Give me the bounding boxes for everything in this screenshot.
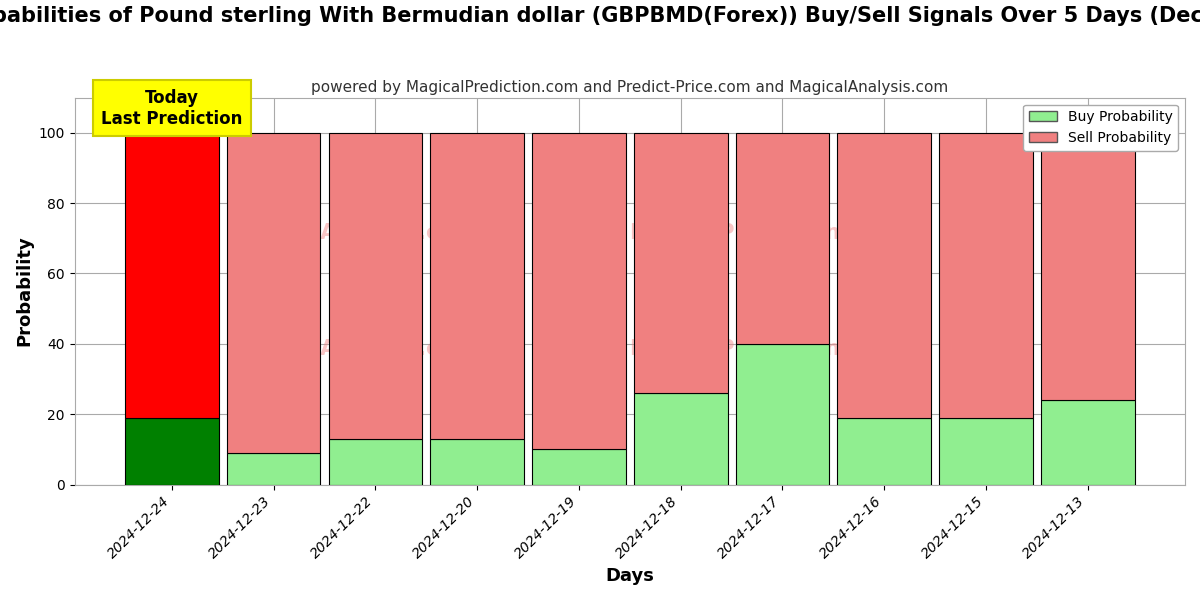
Bar	[1040, 400, 1134, 485]
Bar	[736, 344, 829, 485]
Bar	[329, 439, 422, 485]
Bar	[634, 133, 727, 393]
Bar	[940, 133, 1033, 418]
Bar	[1040, 133, 1134, 400]
Text: Probabilities of Pound sterling With Bermudian dollar (GBPBMD(Forex)) Buy/Sell S: Probabilities of Pound sterling With Ber…	[0, 6, 1200, 26]
Bar	[838, 418, 931, 485]
Text: MagicalAnalysis.com: MagicalAnalysis.com	[230, 223, 474, 243]
Text: MagicalAnalysis.com: MagicalAnalysis.com	[230, 339, 474, 359]
Bar	[634, 393, 727, 485]
Y-axis label: Probability: Probability	[16, 236, 34, 346]
Bar	[532, 133, 625, 449]
Text: MagicalPrediction.com: MagicalPrediction.com	[630, 339, 896, 359]
Bar	[125, 133, 218, 418]
Bar	[532, 449, 625, 485]
Text: MagicalPrediction.com: MagicalPrediction.com	[630, 223, 896, 243]
Bar	[431, 133, 524, 439]
Bar	[940, 418, 1033, 485]
Bar	[227, 133, 320, 453]
Text: Today
Last Prediction: Today Last Prediction	[101, 89, 242, 128]
X-axis label: Days: Days	[605, 567, 654, 585]
Bar	[736, 133, 829, 344]
Title: powered by MagicalPrediction.com and Predict-Price.com and MagicalAnalysis.com: powered by MagicalPrediction.com and Pre…	[311, 80, 948, 95]
Legend: Buy Probability, Sell Probability: Buy Probability, Sell Probability	[1024, 104, 1178, 151]
Bar	[329, 133, 422, 439]
Bar	[431, 439, 524, 485]
Bar	[125, 418, 218, 485]
Bar	[227, 453, 320, 485]
Bar	[838, 133, 931, 418]
